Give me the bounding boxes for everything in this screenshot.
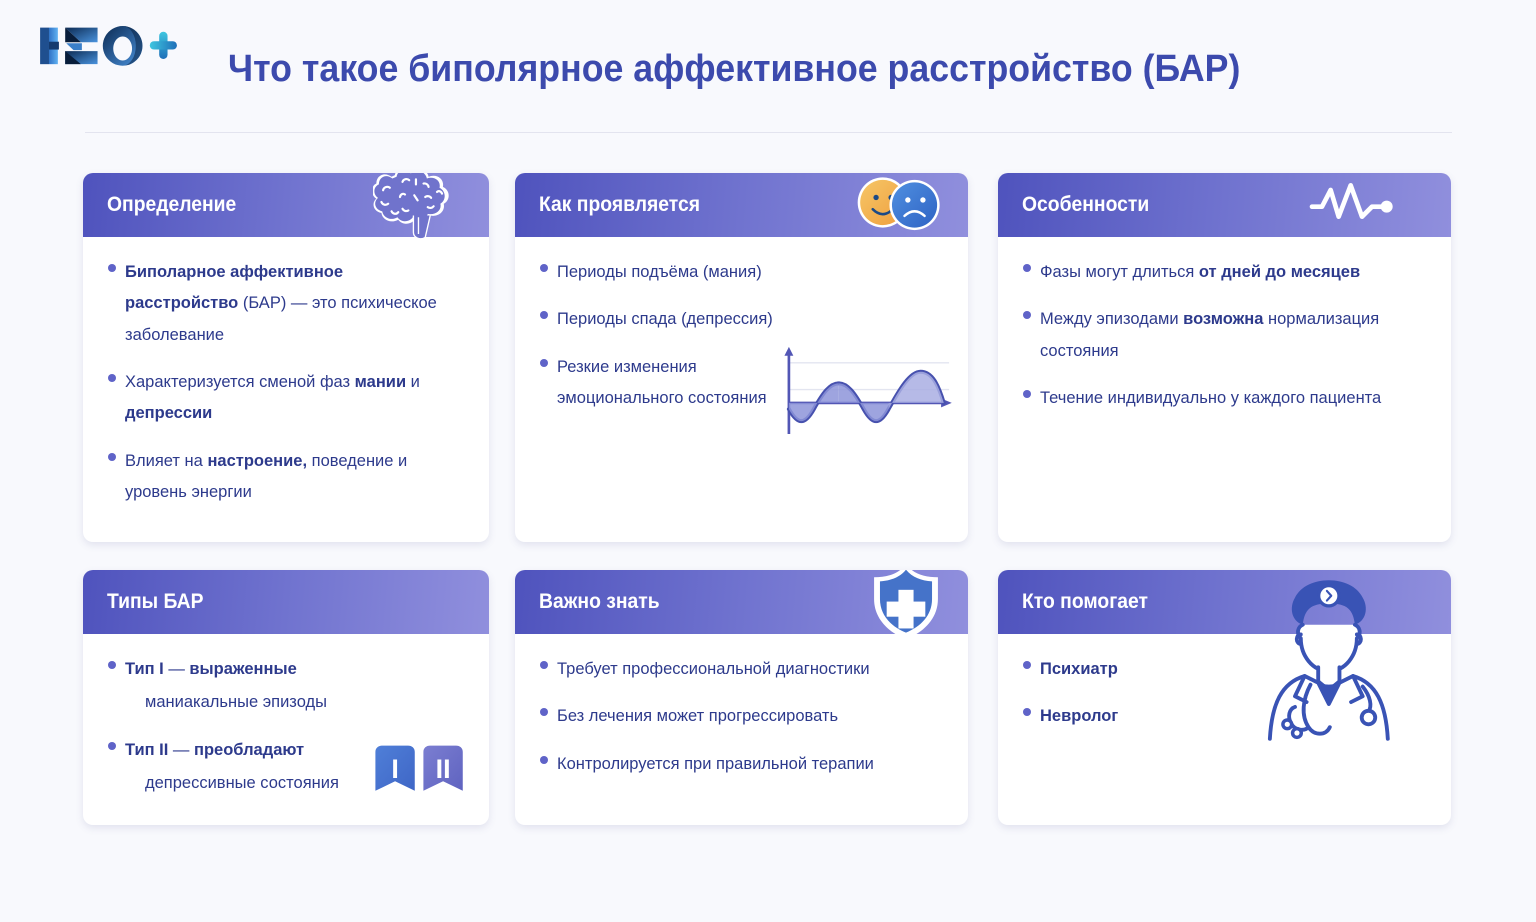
svg-text:I: I — [391, 754, 398, 784]
svg-text:II: II — [436, 754, 451, 784]
